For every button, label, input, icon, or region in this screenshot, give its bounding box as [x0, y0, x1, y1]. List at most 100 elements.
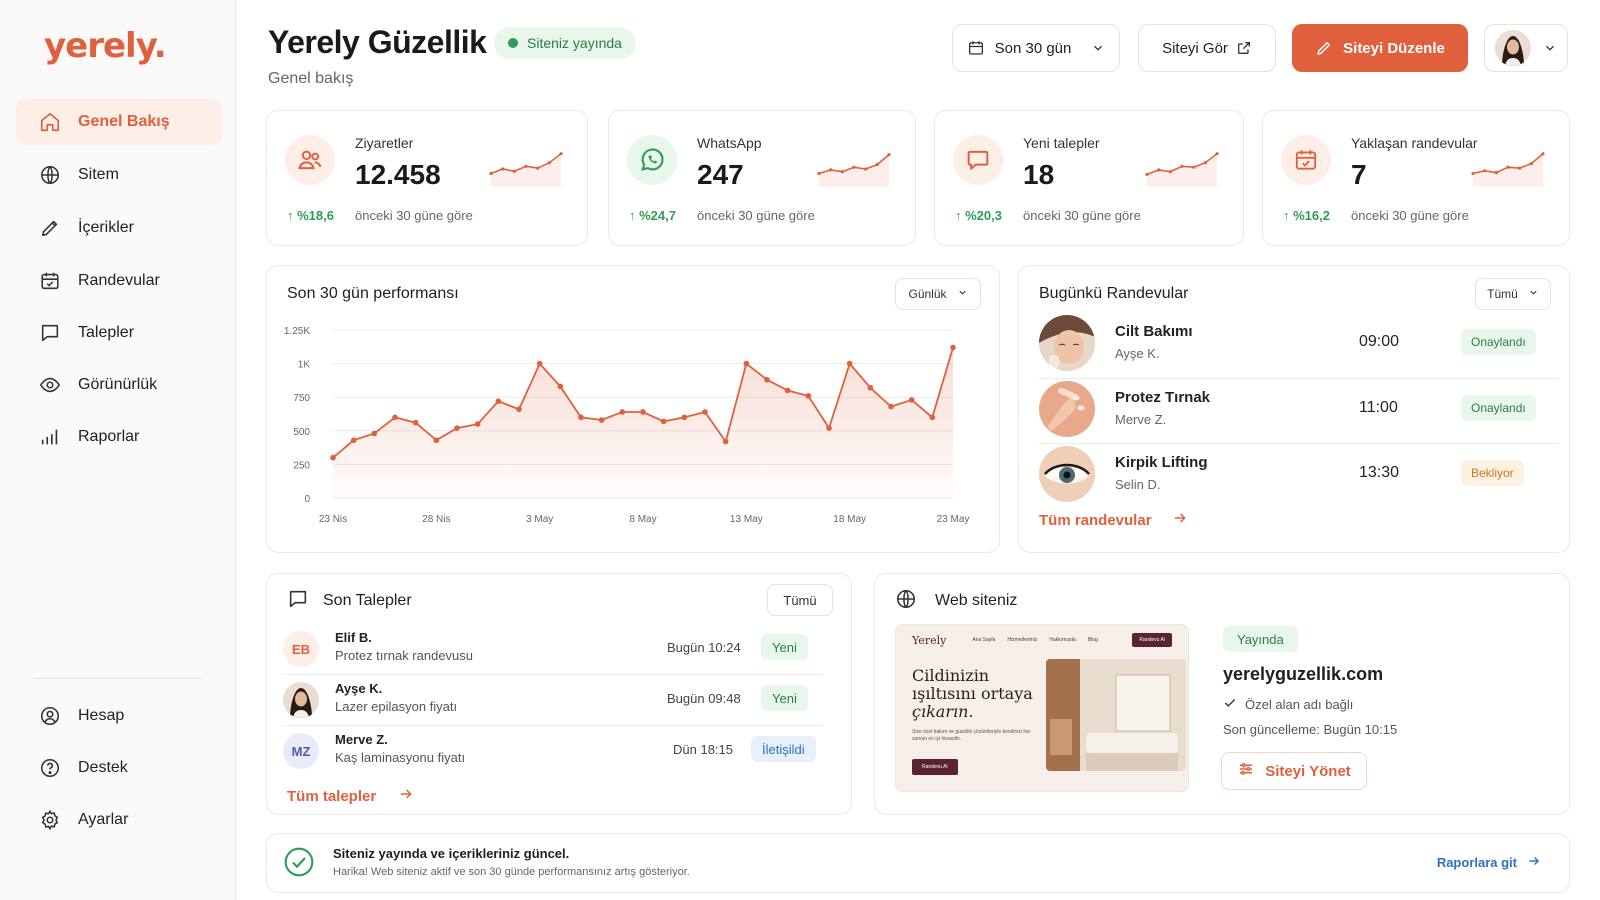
filter-label: Tümü — [783, 592, 817, 608]
stat-card-requests[interactable]: Yeni talepler 18 ↑ %20,3 önceki 30 güne … — [934, 110, 1244, 246]
avatar: EB — [283, 631, 319, 667]
preview-headline-line: Cildinizin — [912, 666, 990, 685]
sparkline — [1145, 152, 1219, 187]
chevron-down-icon — [957, 287, 968, 301]
y-tick-label: 750 — [293, 393, 310, 404]
external-link-icon — [1236, 40, 1252, 56]
request-time: Bugün 09:48 — [667, 691, 741, 706]
data-point — [764, 376, 770, 383]
preview-headline: Cildinizin ışıltısını ortaya çıkarın. — [912, 667, 1042, 721]
request-name: Elif B. — [335, 630, 372, 645]
appointment-customer: Ayşe K. — [1115, 346, 1160, 361]
sparkline-point — [536, 166, 540, 170]
check-icon — [1223, 696, 1237, 713]
sidebar-item-raporlar[interactable]: Raporlar — [16, 414, 222, 460]
edit-site-button[interactable]: Siteyi Düzenle — [1292, 24, 1468, 72]
sparkline-point — [840, 170, 844, 174]
data-point — [578, 414, 584, 421]
performance-title: Son 30 gün performansı — [287, 285, 459, 302]
stat-value: 247 — [697, 159, 744, 190]
requests-filter[interactable]: Tümü — [767, 584, 833, 616]
appointment-row[interactable]: Kirpik Lifting Selin D. 13:30 Bekliyor — [1039, 442, 1559, 506]
sparkline-point — [501, 167, 505, 171]
website-preview[interactable]: Yerely Ana Sayfa Hizmetlerimiz Hakkımızd… — [895, 624, 1189, 792]
arrow-right-icon — [1527, 854, 1541, 871]
user-icon — [38, 704, 62, 728]
sparkline-point — [1529, 162, 1533, 166]
data-point — [681, 414, 688, 421]
stat-value: 7 — [1351, 159, 1367, 190]
sparkline-point — [864, 167, 868, 171]
sidebar-item-icerikler[interactable]: İçerikler — [16, 205, 222, 251]
sidebar-item-gorunurluk[interactable]: Görünürlük — [16, 362, 222, 408]
stat-card-visits[interactable]: Ziyaretler 12.458 ↑ %18,6 önceki 30 güne… — [266, 110, 588, 246]
preview-cta: Randevu Al — [1132, 633, 1172, 647]
sidebar-item-label: Genel Bakış — [78, 113, 170, 130]
site-domain: yerelyguzellik.com — [1223, 664, 1384, 684]
chevron-down-icon — [1543, 41, 1557, 55]
data-point — [516, 406, 522, 413]
manage-site-button[interactable]: Siteyi Yönet — [1221, 752, 1367, 790]
preview-menu-item: Ana Sayfa — [972, 637, 996, 643]
globe-icon — [895, 588, 917, 615]
status-banner: Siteniz yayında ve içerikleriniz güncel.… — [266, 833, 1570, 893]
appointments-filter[interactable]: Tümü — [1475, 278, 1551, 310]
sidebar-item-ayarlar[interactable]: Ayarlar — [16, 797, 222, 843]
service-image-lashes — [1039, 446, 1095, 502]
view-site-button[interactable]: Siteyi Gör — [1138, 24, 1276, 72]
sidebar-item-randevular[interactable]: Randevular — [16, 258, 222, 304]
appointment-row[interactable]: Cilt Bakımı Ayşe K. 09:00 Onaylandı — [1039, 311, 1559, 375]
sidebar-item-label: Sitem — [78, 166, 119, 183]
data-point — [330, 454, 336, 461]
stat-card-upcoming[interactable]: Yaklaşan randevular 7 ↑ %16,2 önceki 30 … — [1262, 110, 1570, 246]
request-name: Ayşe K. — [335, 681, 383, 696]
arrow-right-icon — [1172, 510, 1188, 530]
sidebar-item-sitem[interactable]: Sitem — [16, 152, 222, 198]
date-range-select[interactable]: Son 30 gün — [952, 24, 1120, 72]
appointment-row[interactable]: Protez Tırnak Merve Z. 11:00 Onaylandı — [1039, 377, 1559, 441]
sidebar-item-genel-bakis[interactable]: Genel Bakış — [16, 99, 222, 145]
all-requests-link[interactable]: Tüm talepler — [287, 786, 414, 806]
status-text: Siteniz yayında — [527, 35, 622, 51]
appointment-time: 13:30 — [1359, 464, 1400, 481]
data-point — [412, 419, 419, 426]
sidebar-item-label: Destek — [78, 759, 128, 776]
banner-text: Harika! Web siteniz aktif ve son 30 günd… — [333, 866, 690, 878]
request-row[interactable]: EB Elif B. Protez tırnak randevusu Bugün… — [283, 626, 823, 674]
request-time: Bugün 10:24 — [667, 640, 741, 655]
data-point — [908, 397, 915, 403]
sidebar-item-talepler[interactable]: Talepler — [16, 310, 222, 356]
reports-link[interactable]: Raporlara git — [1437, 854, 1541, 871]
stat-card-whatsapp[interactable]: WhatsApp 247 ↑ %24,7 önceki 30 güne göre — [608, 110, 916, 246]
preview-text: Size özel bakım ve güzellik çözümleriyle… — [912, 729, 1031, 742]
all-appointments-link[interactable]: Tüm randevular — [1039, 510, 1188, 530]
request-message: Lazer epilasyon fiyatı — [335, 699, 458, 714]
appointment-customer: Selin D. — [1115, 477, 1161, 492]
filter-label: Tümü — [1487, 287, 1518, 301]
whatsapp-icon — [627, 135, 677, 185]
brand-logo[interactable]: yerely. — [44, 26, 167, 66]
avatar: MZ — [283, 733, 319, 769]
profile-menu[interactable] — [1484, 24, 1568, 72]
requests-card: Son Talepler Tümü EB Elif B. Protez tırn… — [266, 573, 852, 815]
sidebar-item-destek[interactable]: Destek — [16, 745, 222, 791]
row-divider — [1039, 378, 1559, 379]
request-row[interactable]: MZ Merve Z. Kaş laminasyonu fiyatı Dün 1… — [283, 728, 823, 776]
data-point — [929, 414, 936, 421]
period-select[interactable]: Günlük — [895, 278, 981, 310]
request-status: Yeni — [761, 685, 808, 711]
appointment-status: Onaylandı — [1461, 329, 1536, 355]
help-icon — [38, 756, 62, 780]
data-point — [474, 421, 481, 427]
stat-label: Ziyaretler — [355, 135, 414, 151]
sidebar-item-hesap[interactable]: Hesap — [16, 693, 222, 739]
preview-button: Randevu Al — [912, 759, 958, 775]
sparkline-point — [524, 164, 528, 168]
x-tick-label: 3 May — [526, 514, 553, 525]
page-subtitle: Genel bakış — [268, 70, 354, 87]
sidebar: yerely. Genel Bakış Sitem İçerikler Rand… — [0, 0, 236, 900]
chevron-down-icon — [1091, 41, 1105, 55]
data-point — [950, 344, 956, 351]
service-image-skincare — [1039, 315, 1095, 371]
request-row[interactable]: Ayşe K. Lazer epilasyon fiyatı Bugün 09:… — [283, 677, 823, 725]
